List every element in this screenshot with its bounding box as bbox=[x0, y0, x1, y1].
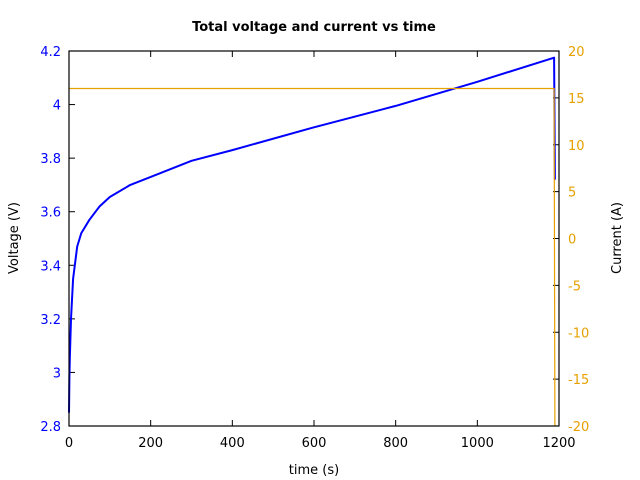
y2-tick-label: 10 bbox=[568, 139, 585, 154]
y2-tick-label: 5 bbox=[568, 186, 576, 201]
y2-tick-label: -20 bbox=[568, 420, 589, 435]
chart-title: Total voltage and current vs time bbox=[192, 20, 436, 35]
x-tick-label: 200 bbox=[138, 436, 163, 451]
y2-tick-label: 0 bbox=[568, 233, 576, 248]
y-tick-label: 2.8 bbox=[40, 420, 61, 435]
x-axis-label: time (s) bbox=[289, 463, 339, 478]
y-tick-label: 3 bbox=[53, 366, 61, 381]
y2-tick-label: 20 bbox=[568, 45, 585, 60]
x-tick-label: 800 bbox=[383, 436, 408, 451]
y2-tick-label: -5 bbox=[568, 279, 581, 294]
y2-tick-label: 15 bbox=[568, 92, 585, 107]
y-axis-label: Voltage (V) bbox=[7, 202, 22, 274]
x-tick-label: 400 bbox=[220, 436, 245, 451]
x-tick-label: 1200 bbox=[542, 436, 575, 451]
y-tick-label: 3.8 bbox=[40, 152, 61, 167]
series-line-voltage bbox=[68, 56, 556, 413]
y-tick-label: 3.6 bbox=[40, 206, 61, 221]
series-line-current bbox=[69, 87, 556, 427]
y2-tick-label: -10 bbox=[568, 326, 589, 341]
x-tick-label: 600 bbox=[302, 436, 327, 451]
y2-axis-label: Current (A) bbox=[610, 202, 625, 274]
y2-tick-label: -15 bbox=[568, 373, 589, 388]
x-tick-label: 0 bbox=[65, 436, 73, 451]
plot-frame bbox=[68, 50, 560, 427]
y-tick-label: 3.2 bbox=[40, 313, 61, 328]
y-tick-label: 3.4 bbox=[40, 259, 61, 274]
y-tick-label: 4.2 bbox=[40, 45, 61, 60]
x-tick-label: 1000 bbox=[461, 436, 494, 451]
y-tick-label: 4 bbox=[53, 99, 61, 114]
